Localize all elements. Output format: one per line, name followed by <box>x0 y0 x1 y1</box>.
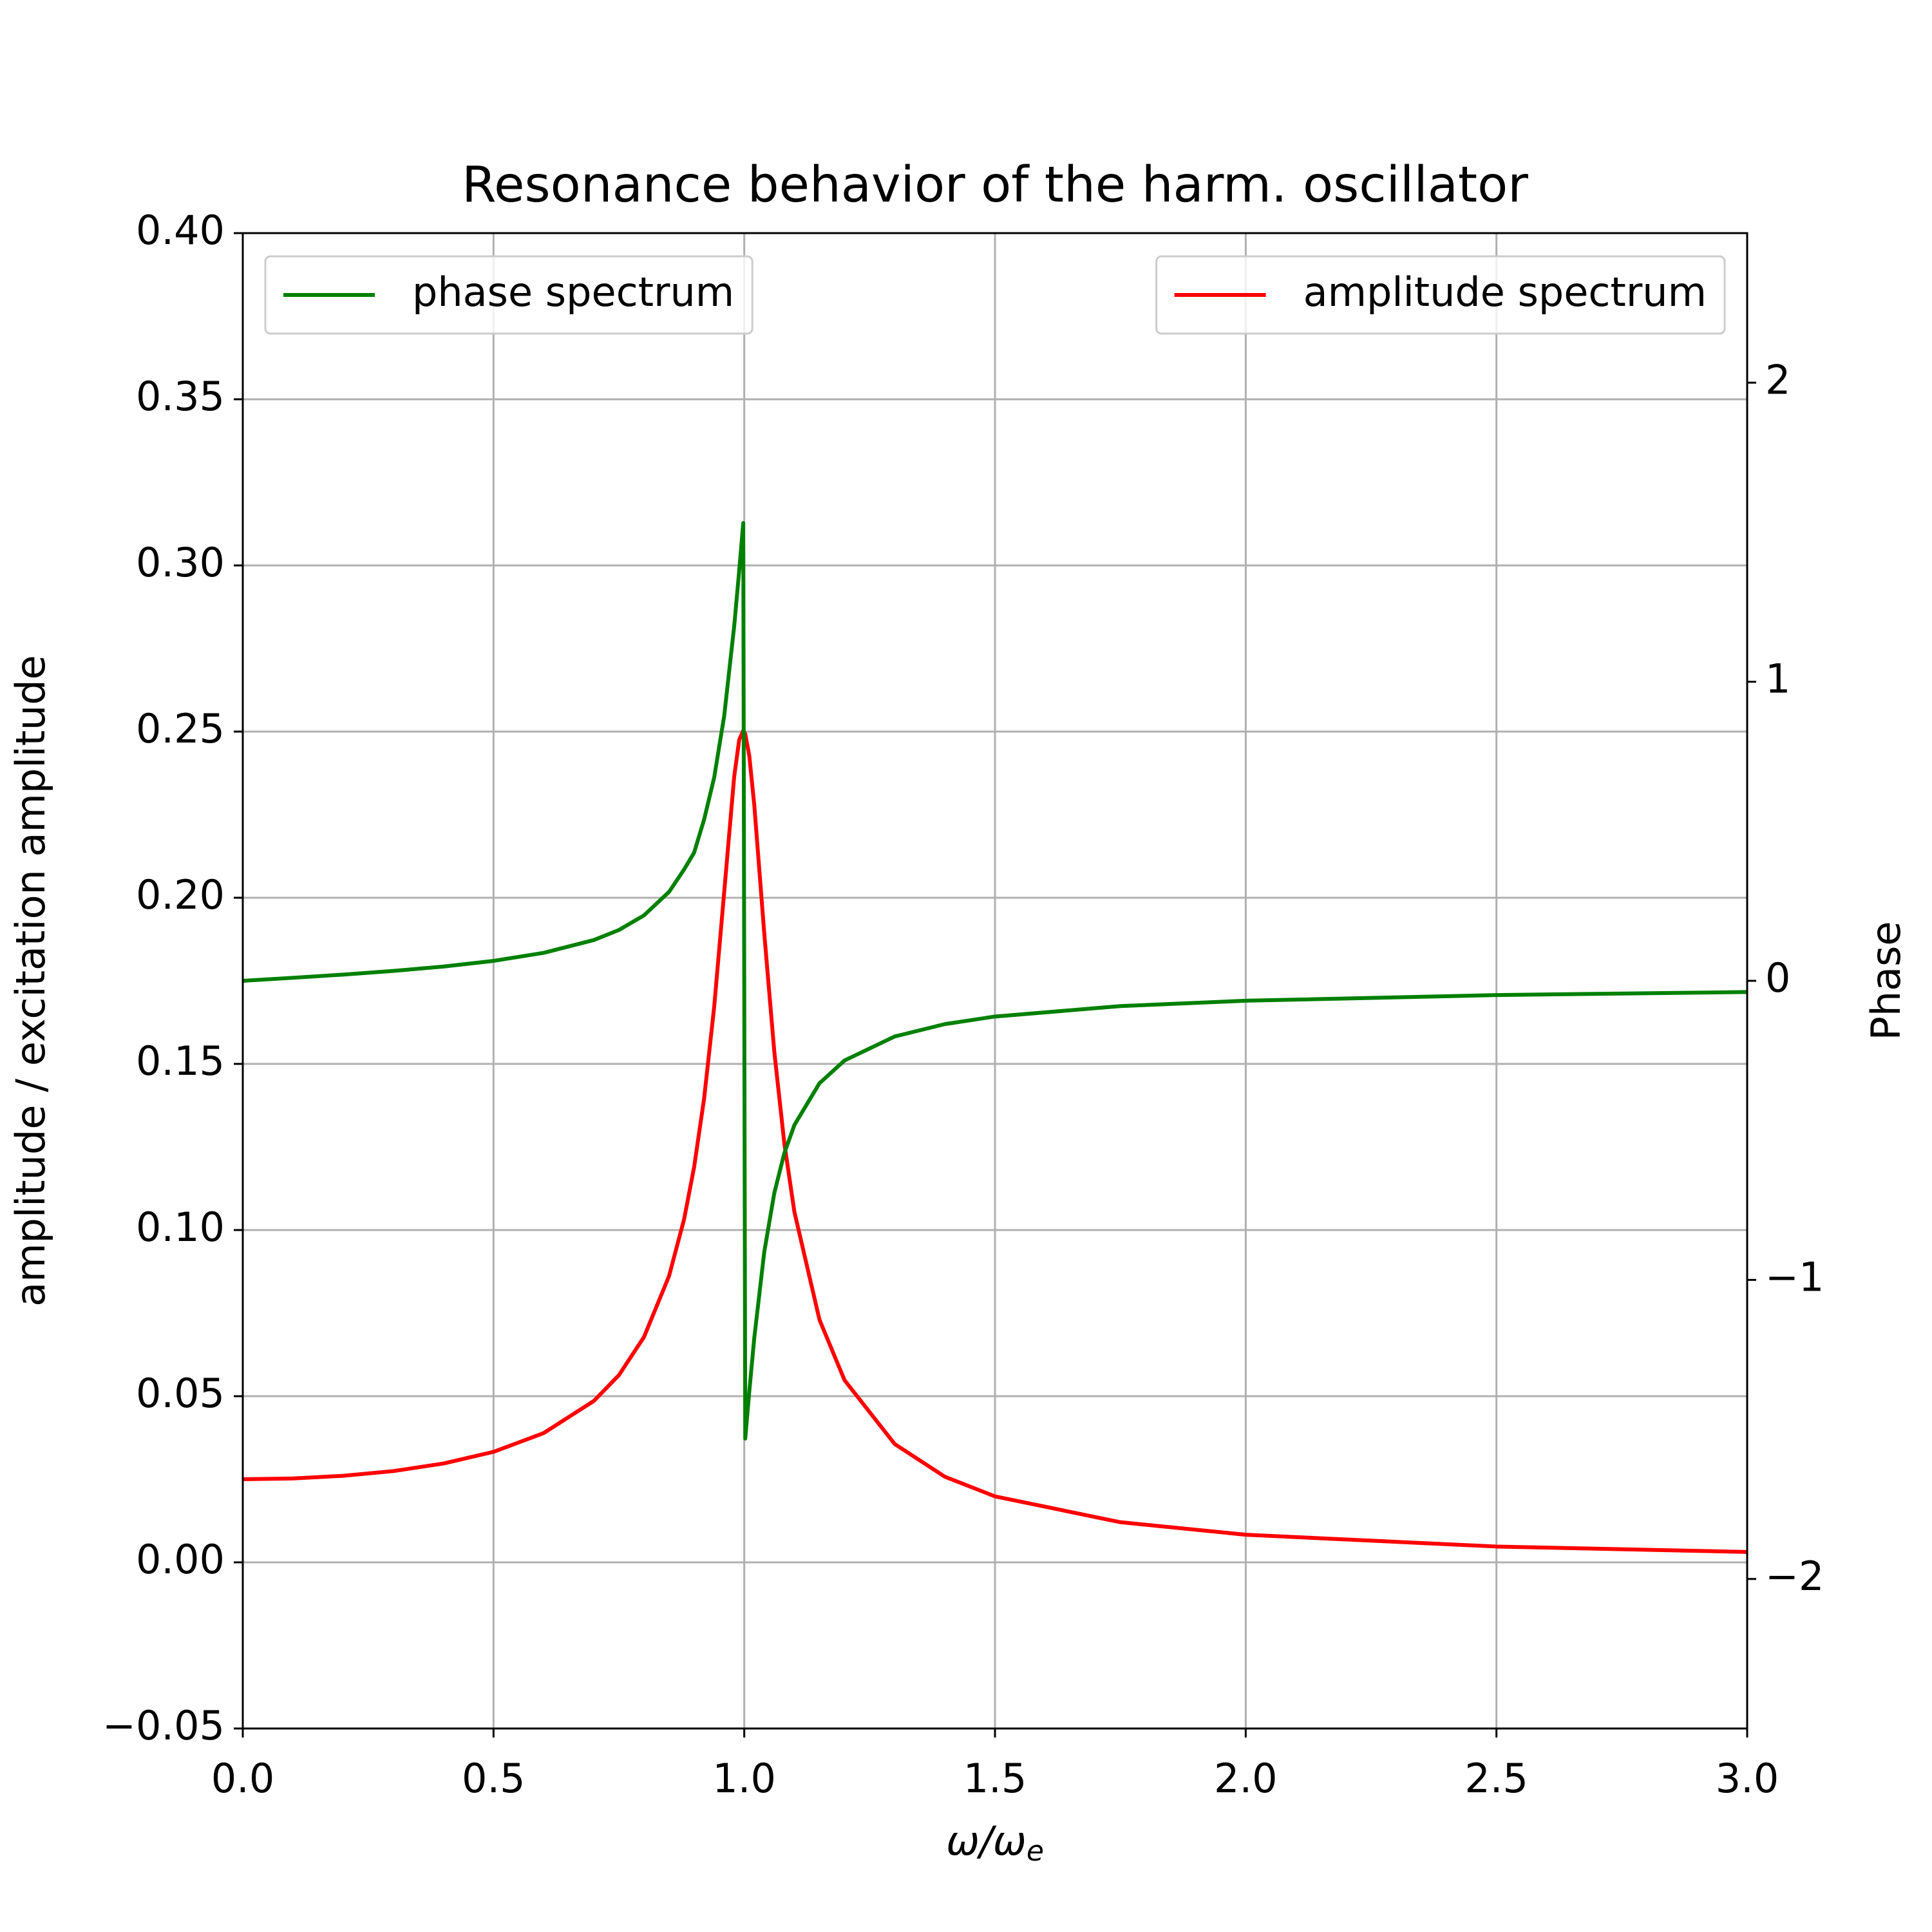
legend: amplitude spectrum <box>1155 255 1726 335</box>
y-tick-label: 0.20 <box>136 871 225 918</box>
y-tick-label: 0.35 <box>136 373 225 420</box>
plot-frame <box>242 232 1748 1730</box>
y-tick-label: 0.00 <box>136 1536 225 1583</box>
x-tick-label: 1.5 <box>963 1755 1027 1802</box>
x-tick-label: 0.0 <box>211 1755 275 1802</box>
y2-tick-label: 0 <box>1765 954 1790 1001</box>
y-tick-label: 0.05 <box>136 1370 225 1417</box>
y2-tick-label: −2 <box>1765 1553 1824 1600</box>
x-tick-label: 3.0 <box>1716 1755 1779 1802</box>
legend-box <box>264 255 753 335</box>
grid <box>242 232 1748 1730</box>
legend-box <box>1155 255 1726 335</box>
y-tick-label: 0.10 <box>136 1204 225 1251</box>
x-axis-label-main: ω/ω <box>946 1817 1027 1864</box>
y2-tick-label: −1 <box>1765 1253 1824 1300</box>
y2-axis-label: Phase <box>1862 921 1909 1040</box>
ticks <box>234 232 1756 1738</box>
x-tick-label: 2.5 <box>1464 1755 1528 1802</box>
y-tick-label: 0.30 <box>136 539 225 586</box>
x-tick-label: 0.5 <box>462 1755 526 1802</box>
y2-tick-label: 1 <box>1765 656 1790 703</box>
y-tick-label: −0.05 <box>102 1702 225 1749</box>
y-tick-label: 0.15 <box>136 1037 225 1084</box>
y-axis-label: amplitude / excitation amplitude <box>7 655 54 1307</box>
x-axis-label-subscript: e <box>1027 1835 1044 1868</box>
x-tick-label: 2.0 <box>1214 1755 1278 1802</box>
legend: phase spectrum <box>264 255 753 335</box>
y2-tick-label: 2 <box>1765 356 1790 403</box>
chart-title: Resonance behavior of the harm. oscillat… <box>462 156 1528 214</box>
y-tick-label: 0.40 <box>136 207 225 254</box>
legend-label: amplitude spectrum <box>1303 269 1707 316</box>
x-tick-label: 1.0 <box>712 1755 776 1802</box>
y-tick-label: 0.25 <box>136 705 225 752</box>
data-line <box>243 521 1747 1441</box>
x-axis-label: ω/ωe <box>946 1817 1044 1868</box>
data-line <box>243 728 1747 1554</box>
legend-label: phase spectrum <box>412 269 734 316</box>
